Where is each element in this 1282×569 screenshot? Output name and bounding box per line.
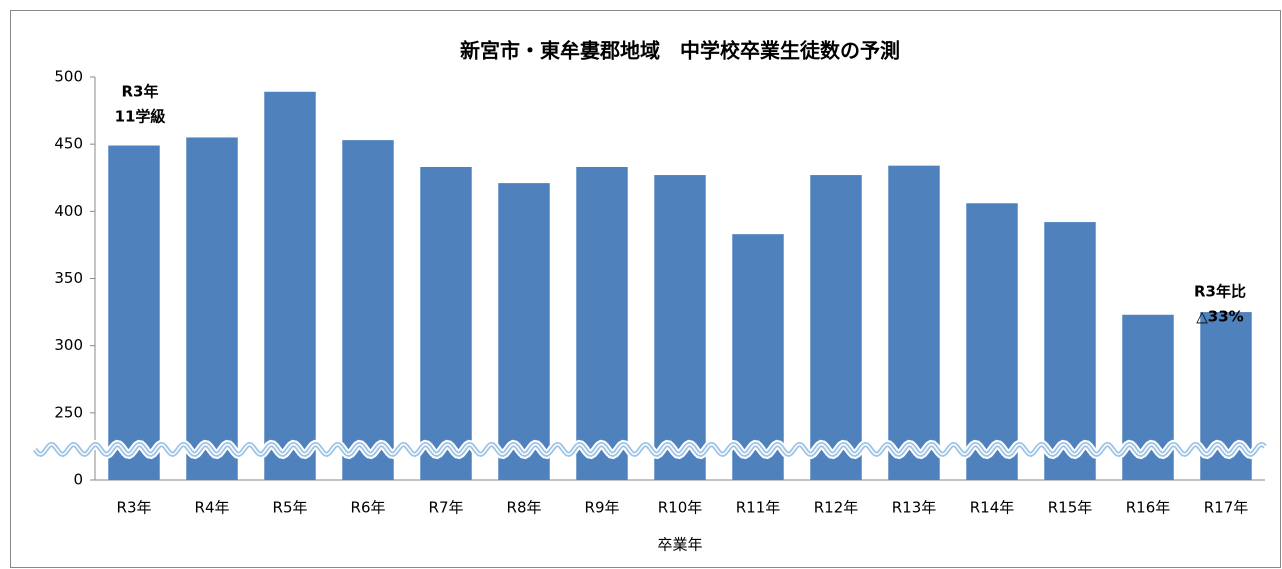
y-tick-label: 450 <box>54 135 83 153</box>
annotation: 11学級 <box>115 108 166 126</box>
x-tick-label: R14年 <box>970 499 1015 517</box>
bar <box>498 183 550 480</box>
axis-break-wave <box>34 443 1266 456</box>
annotation: R3年比 <box>1194 283 1246 301</box>
chart-title: 新宮市・東牟婁郡地域 中学校卒業生徒数の予測 <box>460 39 900 63</box>
x-tick-label: R11年 <box>736 499 781 517</box>
x-tick-label: R17年 <box>1204 499 1249 517</box>
bar <box>966 203 1018 481</box>
y-tick-label: 350 <box>54 269 83 287</box>
y-tick-label: 400 <box>54 202 83 220</box>
x-tick-label: R10年 <box>658 499 703 517</box>
bar <box>186 137 238 480</box>
x-tick-label: R13年 <box>892 499 937 517</box>
x-tick-label: R15年 <box>1048 499 1093 517</box>
bar <box>1044 222 1096 480</box>
y-tick-label: 300 <box>54 336 83 354</box>
annotation: R3年 <box>122 83 159 101</box>
bar <box>108 145 160 480</box>
y-tick-label: 0 <box>73 471 83 489</box>
x-tick-label: R4年 <box>195 499 230 517</box>
bar <box>654 175 706 480</box>
x-tick-label: R5年 <box>273 499 308 517</box>
bar <box>888 165 940 480</box>
bar <box>576 167 628 480</box>
y-tick-label: 500 <box>54 68 83 86</box>
annotation: △33% <box>1196 308 1243 326</box>
x-tick-label: R8年 <box>507 499 542 517</box>
x-tick-label: R7年 <box>429 499 464 517</box>
x-tick-label: R3年 <box>117 499 152 517</box>
x-tick-label: R16年 <box>1126 499 1171 517</box>
bar <box>342 140 394 481</box>
bar <box>420 167 472 480</box>
y-tick-label: 250 <box>54 403 83 421</box>
x-tick-label: R6年 <box>351 499 386 517</box>
bar <box>810 175 862 480</box>
bar <box>264 91 316 480</box>
bar <box>732 234 784 480</box>
x-axis-label: 卒業年 <box>657 536 702 554</box>
x-tick-label: R9年 <box>585 499 620 517</box>
x-tick-label: R12年 <box>814 499 859 517</box>
